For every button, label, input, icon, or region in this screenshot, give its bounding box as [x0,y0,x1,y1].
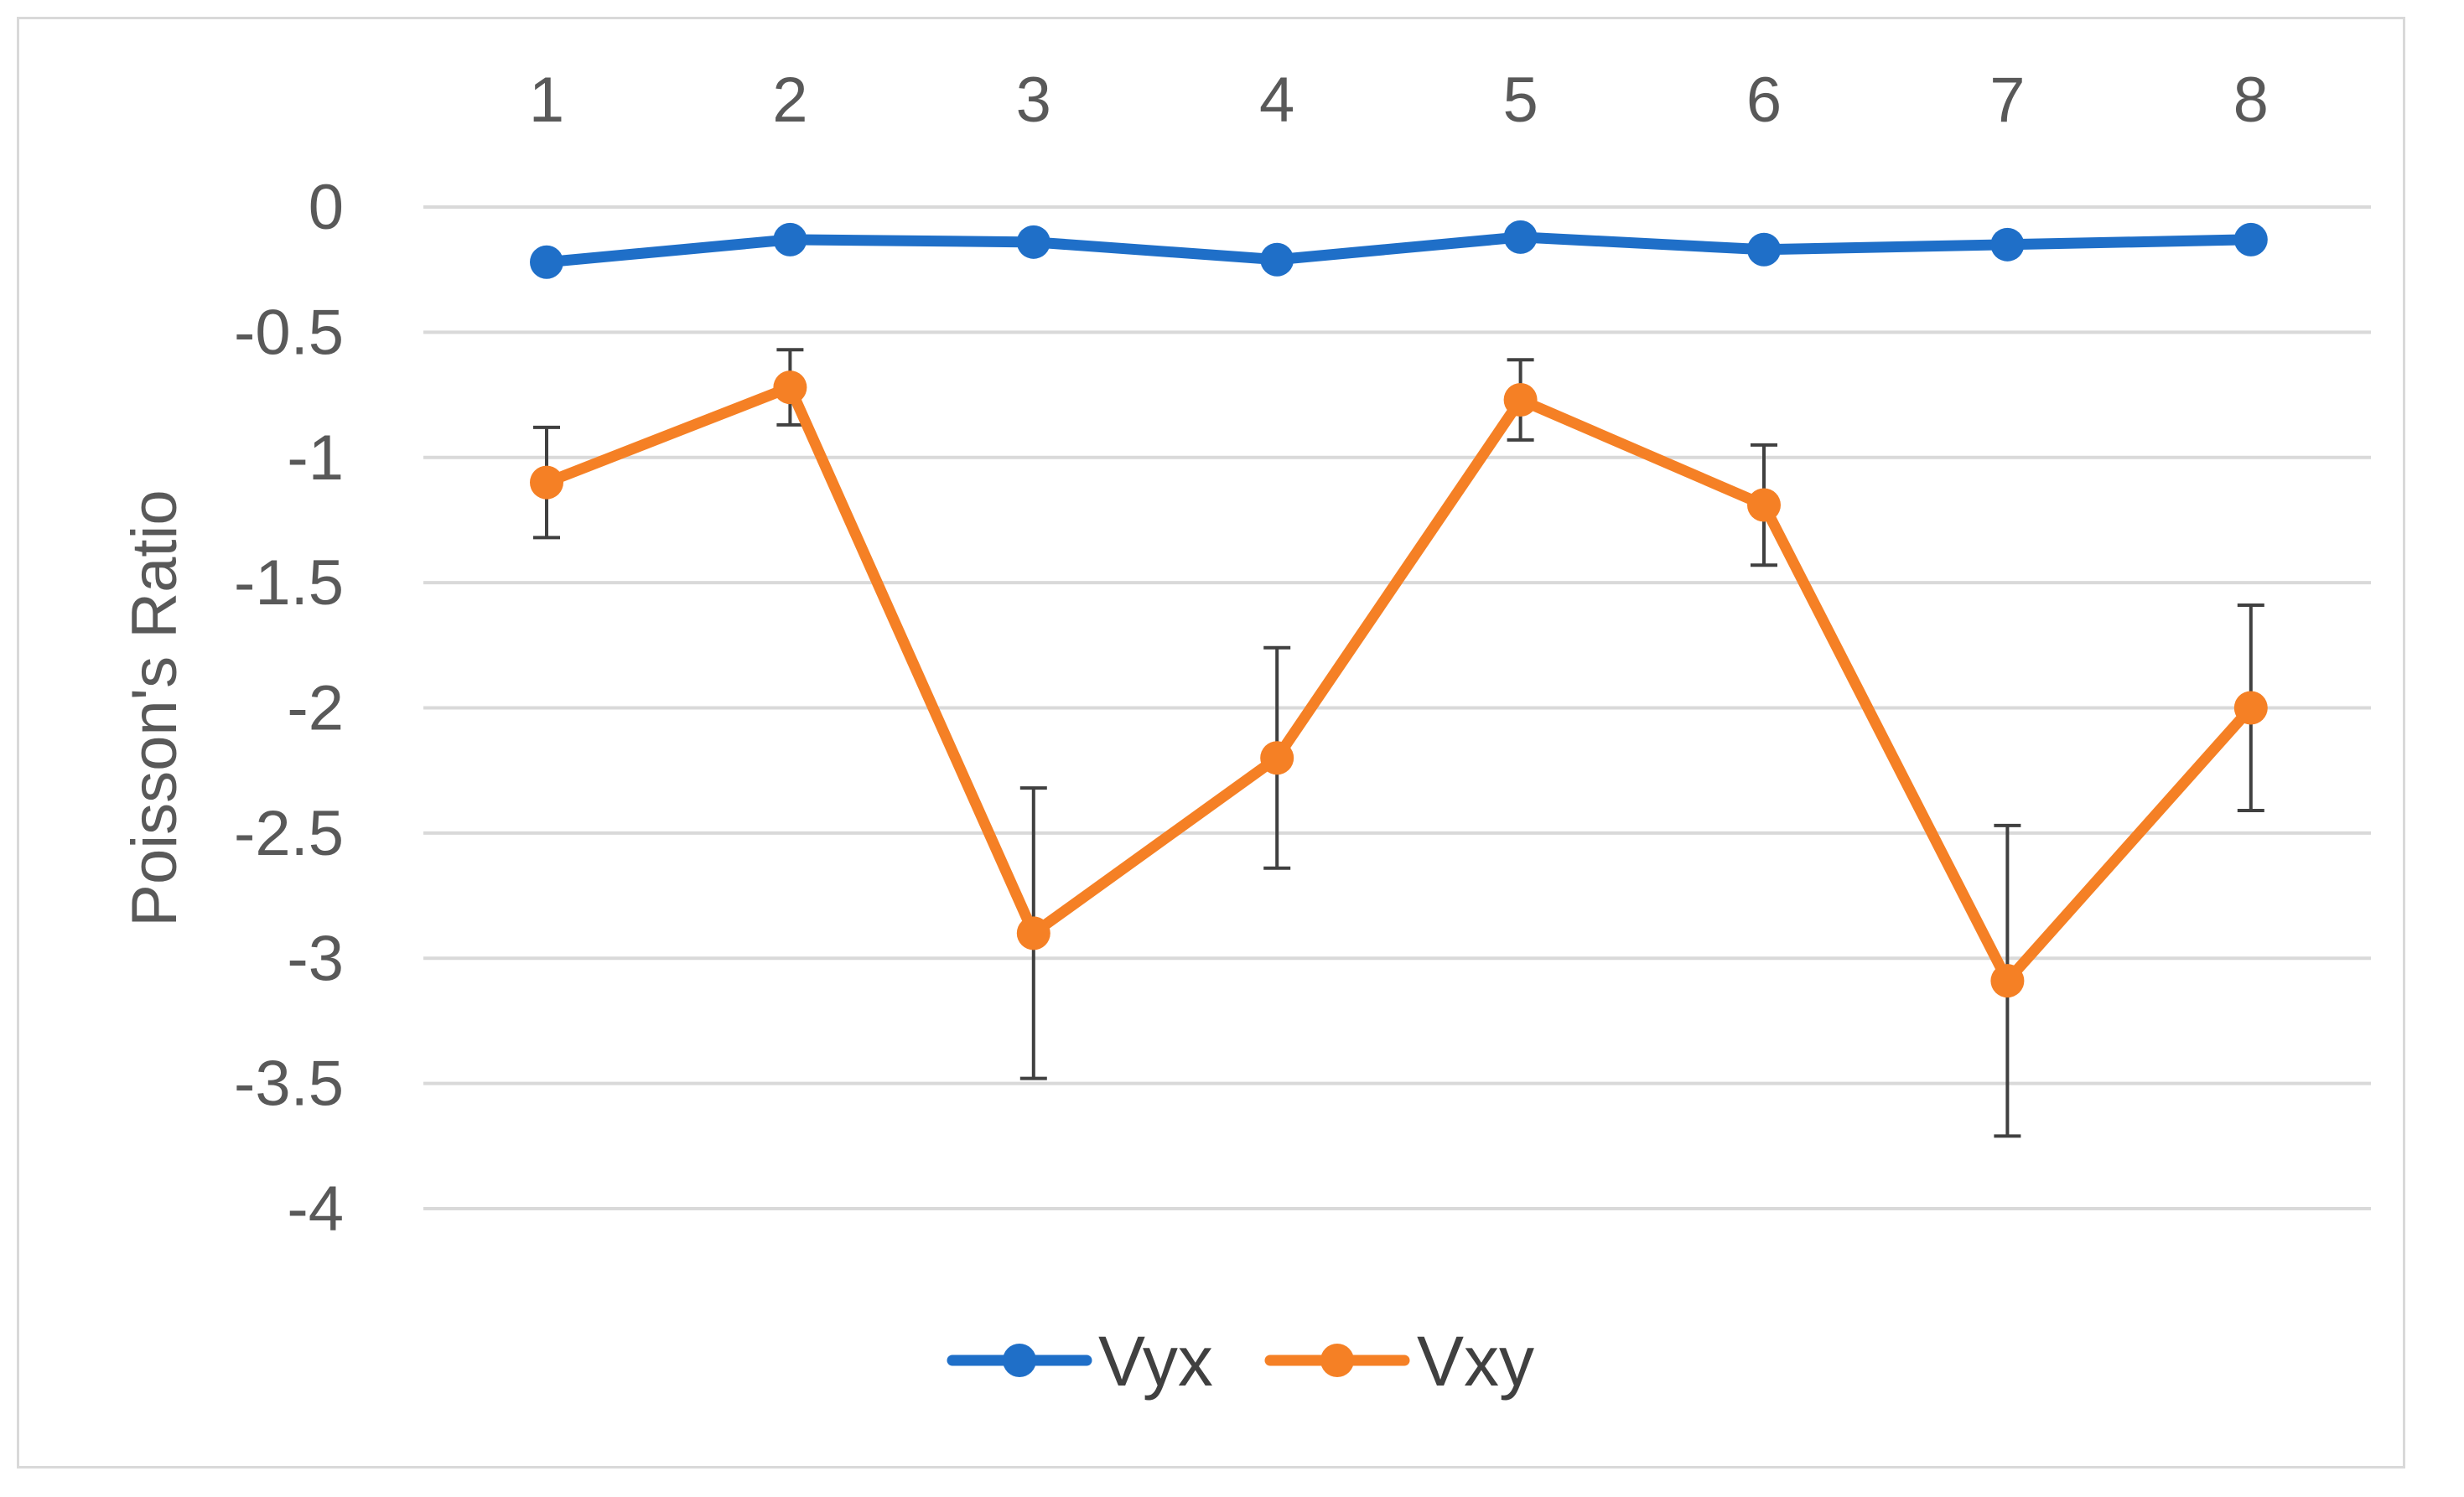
x-tick-label: 6 [1746,65,1782,136]
x-tick-label: 2 [772,65,807,136]
y-tick-label: -3.5 [234,1049,344,1120]
data-point [1747,488,1781,522]
y-tick-label: -2 [287,673,344,744]
data-point [530,245,563,279]
data-point [1503,383,1538,417]
x-tick-label: 3 [1016,65,1051,136]
y-tick-label: -2.5 [234,798,344,869]
x-tick-label: 7 [1989,65,2025,136]
y-axis-tick-labels: 0 -0.5 -1 -1.5 -2 -2.5 -3 -3.5 -4 [234,172,344,1245]
data-point [2233,691,2268,725]
series-line [541,231,2257,268]
legend: Vyx Vxy [947,1322,1534,1401]
data-point [1260,242,1294,277]
x-tick-label: 8 [2233,65,2269,136]
data-point [1747,232,1781,267]
gridlines [423,205,2371,1210]
data-point [773,222,807,256]
x-axis-tick-labels: 1 2 3 4 5 6 7 8 [529,65,2269,136]
series-line [541,381,2257,987]
legend-label: Vyx [1098,1322,1213,1401]
series-vxy [530,370,2268,998]
x-tick-label: 5 [1502,65,1538,136]
data-point [1990,964,2025,998]
y-tick-label: -3 [287,923,344,994]
series-lines [530,220,2268,998]
legend-item-vxy: Vxy [1264,1322,1534,1401]
legend-label: Vxy [1417,1322,1534,1401]
data-point [530,465,563,500]
legend-item-vyx: Vyx [947,1322,1213,1401]
series-vyx [530,220,2268,279]
data-point [1016,916,1050,951]
y-tick-label: -1.5 [234,547,344,619]
y-tick-label: -0.5 [234,297,344,368]
x-tick-label: 4 [1259,65,1294,136]
data-point [1990,227,2025,262]
legend-swatch-marker [1320,1344,1354,1377]
y-tick-label: 0 [309,172,344,243]
legend-swatch-marker [1003,1344,1036,1377]
data-point [773,370,807,405]
data-point [1016,225,1050,259]
y-tick-label: -1 [287,422,344,494]
y-axis-title: Poisson's Ratio [119,490,190,926]
y-tick-label: -4 [287,1173,344,1245]
data-point [2233,222,2268,256]
data-point [1503,220,1538,254]
x-tick-label: 1 [529,65,564,136]
error-bars [533,348,2264,1138]
data-point [1260,741,1294,775]
